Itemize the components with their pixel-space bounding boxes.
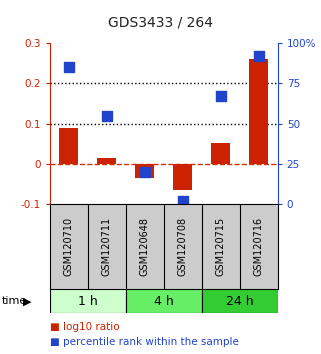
Point	[104, 113, 109, 119]
Text: 1 h: 1 h	[78, 295, 98, 308]
Text: GDS3433 / 264: GDS3433 / 264	[108, 15, 213, 29]
Bar	[59, 128, 78, 164]
Text: GSM120708: GSM120708	[178, 217, 188, 276]
Point	[256, 53, 261, 59]
Text: 4 h: 4 h	[154, 295, 174, 308]
Bar	[173, 164, 192, 190]
Text: ▶: ▶	[23, 296, 31, 306]
Bar	[249, 59, 268, 164]
Point	[180, 198, 185, 204]
Bar	[202, 289, 278, 313]
Point	[66, 64, 71, 70]
Point	[218, 93, 223, 99]
Text: time: time	[2, 296, 27, 306]
Bar	[50, 289, 126, 313]
Text: 24 h: 24 h	[226, 295, 254, 308]
Text: GSM120715: GSM120715	[216, 217, 226, 276]
Text: GSM120648: GSM120648	[140, 217, 150, 276]
Point	[142, 169, 147, 175]
Text: ■ percentile rank within the sample: ■ percentile rank within the sample	[50, 337, 239, 347]
Text: GSM120711: GSM120711	[102, 217, 112, 276]
Bar	[97, 158, 116, 164]
Text: GSM120710: GSM120710	[64, 217, 74, 276]
Bar	[135, 164, 154, 178]
Text: ■ log10 ratio: ■ log10 ratio	[50, 322, 119, 332]
Text: GSM120716: GSM120716	[254, 217, 264, 276]
Bar	[126, 289, 202, 313]
Bar	[211, 143, 230, 164]
